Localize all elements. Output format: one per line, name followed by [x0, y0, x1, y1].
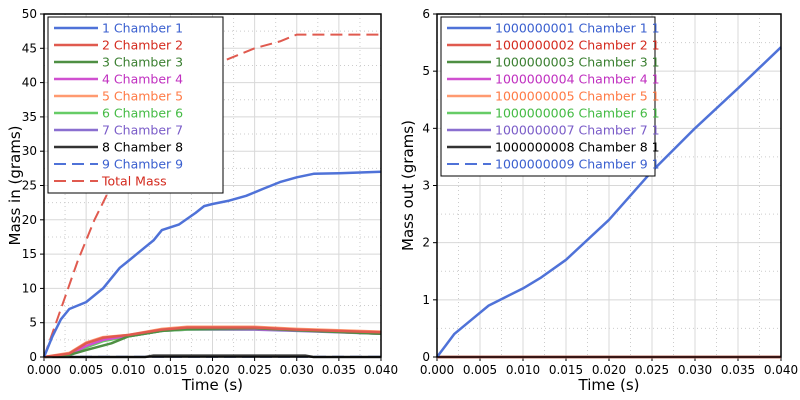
x-tick-label: 0.035 [322, 363, 356, 377]
chart-1: 0.000 0.005 0.010 0.015 0.020 0.025 0.030 0.035… [6, 7, 398, 394]
legend-label: 1000000008 Chamber 8 1 [495, 140, 660, 155]
x-tick-label: 0.035 [721, 363, 755, 377]
x-tick-label: 0.005 [69, 363, 103, 377]
legend-label: 5 Chamber 5 [102, 89, 183, 104]
y-tick-label: 1 [422, 293, 430, 307]
series-line-1 [436, 46, 782, 358]
y-tick-label: 5 [422, 64, 430, 78]
plot-frame [43, 13, 382, 358]
legend-label: 3 Chamber 3 [102, 55, 183, 70]
series-line-2 [43, 326, 382, 359]
y-axis-label: Mass in (grams) [6, 126, 24, 246]
x-tick-label: 0.040 [364, 363, 398, 377]
y-tick-label: 4 [422, 121, 430, 135]
legend-label: 1000000001 Chamber 1 1 [495, 21, 660, 36]
y-tick-label: 35 [22, 110, 37, 124]
y-tick-label: 30 [22, 144, 37, 158]
y-tick-label: 10 [22, 281, 37, 295]
y-tick-label: 2 [422, 236, 430, 250]
x-tick-label: 0.000 [420, 363, 454, 377]
legend-label: 2 Chamber 2 [102, 38, 183, 53]
legend-label: 1000000003 Chamber 3 1 [495, 55, 660, 70]
y-tick-label: 15 [22, 247, 37, 261]
x-tick-label: 0.005 [463, 363, 497, 377]
legend: 1 Chamber 1 2 Chamber 2 3 Chamber 3 4 Chamb… [47, 16, 224, 194]
y-tick-label: 0 [422, 350, 430, 364]
x-tick-label: 0.010 [506, 363, 540, 377]
x-tick-label: 0.000 [27, 363, 61, 377]
x-tick-label: 0.025 [237, 363, 271, 377]
legend-label: 1 Chamber 1 [102, 21, 183, 36]
y-tick-label: 50 [22, 7, 37, 21]
legend-label: 1000000002 Chamber 2 1 [495, 38, 660, 53]
y-tick-label: 20 [22, 213, 37, 227]
x-tick-label: 0.030 [678, 363, 712, 377]
x-tick-label: 0.015 [549, 363, 583, 377]
y-tick-label: 6 [422, 7, 430, 21]
legend-label: 1000000007 Chamber 7 1 [495, 123, 660, 138]
y-tick-label: 3 [422, 179, 430, 193]
legend-label: 6 Chamber 6 [102, 106, 183, 121]
legend-label: 1000000009 Chamber 9 1 [495, 157, 660, 172]
x-tick-label: 0.015 [153, 363, 187, 377]
y-tick-label: 40 [22, 76, 37, 90]
legend-label: 1000000004 Chamber 4 1 [495, 72, 660, 87]
y-tick-label: 0 [29, 350, 37, 364]
chart-2: 0.000 0.005 0.010 0.015 0.020 0.025 0.030 0.035… [399, 7, 798, 394]
plot-frame [436, 13, 782, 358]
series-line-1 [42, 170, 382, 358]
x-tick-label: 0.020 [592, 363, 626, 377]
y-tick-label: 25 [22, 179, 37, 193]
y-axis-label: Mass out (grams) [399, 120, 417, 251]
x-tick-label: 0.020 [195, 363, 229, 377]
legend: 1000000001 Chamber 1 1 1000000002 Chamber… [440, 16, 660, 177]
x-axis-label: Time (s) [181, 376, 243, 394]
legend-label: 1000000006 Chamber 6 1 [495, 106, 660, 121]
x-tick-label: 0.025 [635, 363, 669, 377]
x-tick-label: 0.010 [111, 363, 145, 377]
legend-label: Total Mass [101, 174, 167, 189]
legend-label: 8 Chamber 8 [102, 140, 183, 155]
legend-label: 7 Chamber 7 [102, 123, 183, 138]
legend-label: 1000000005 Chamber 5 1 [495, 89, 660, 104]
y-tick-label: 45 [22, 41, 37, 55]
legend-label: 4 Chamber 4 [102, 72, 183, 87]
y-tick-label: 5 [29, 316, 37, 330]
legend-label: 9 Chamber 9 [102, 157, 183, 172]
x-tick-label: 0.040 [764, 363, 798, 377]
x-tick-label: 0.030 [280, 363, 314, 377]
x-axis-label: Time (s) [578, 376, 640, 394]
